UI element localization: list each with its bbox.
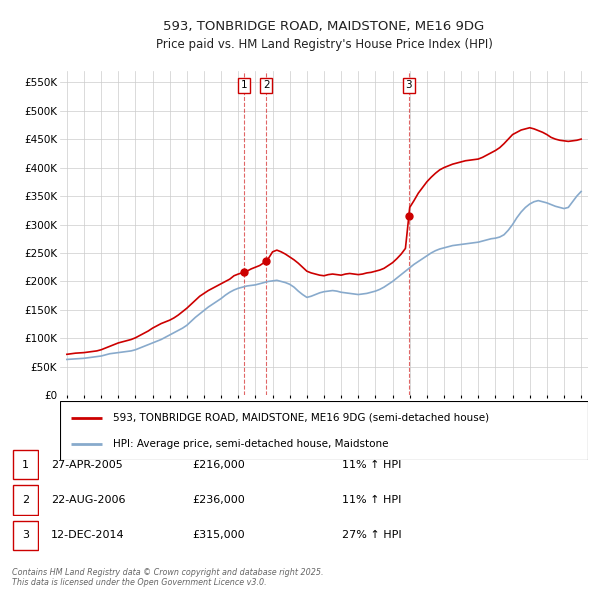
Text: 593, TONBRIDGE ROAD, MAIDSTONE, ME16 9DG: 593, TONBRIDGE ROAD, MAIDSTONE, ME16 9DG — [163, 20, 485, 33]
Text: £216,000: £216,000 — [192, 460, 245, 470]
Text: 2: 2 — [263, 80, 270, 90]
Text: 3: 3 — [22, 530, 29, 540]
Text: 1: 1 — [22, 460, 29, 470]
Text: 11% ↑ HPI: 11% ↑ HPI — [342, 495, 401, 505]
Text: Price paid vs. HM Land Registry's House Price Index (HPI): Price paid vs. HM Land Registry's House … — [155, 38, 493, 51]
Text: 593, TONBRIDGE ROAD, MAIDSTONE, ME16 9DG (semi-detached house): 593, TONBRIDGE ROAD, MAIDSTONE, ME16 9DG… — [113, 413, 489, 422]
Text: £315,000: £315,000 — [192, 530, 245, 540]
Text: 22-AUG-2006: 22-AUG-2006 — [51, 495, 125, 505]
Text: Contains HM Land Registry data © Crown copyright and database right 2025.
This d: Contains HM Land Registry data © Crown c… — [12, 568, 323, 587]
Text: 12-DEC-2014: 12-DEC-2014 — [51, 530, 125, 540]
Text: £236,000: £236,000 — [192, 495, 245, 505]
Text: HPI: Average price, semi-detached house, Maidstone: HPI: Average price, semi-detached house,… — [113, 439, 388, 448]
Text: 2: 2 — [22, 495, 29, 505]
Text: 11% ↑ HPI: 11% ↑ HPI — [342, 460, 401, 470]
Text: 27-APR-2005: 27-APR-2005 — [51, 460, 123, 470]
Text: 3: 3 — [406, 80, 412, 90]
Text: 27% ↑ HPI: 27% ↑ HPI — [342, 530, 401, 540]
Text: 1: 1 — [241, 80, 247, 90]
